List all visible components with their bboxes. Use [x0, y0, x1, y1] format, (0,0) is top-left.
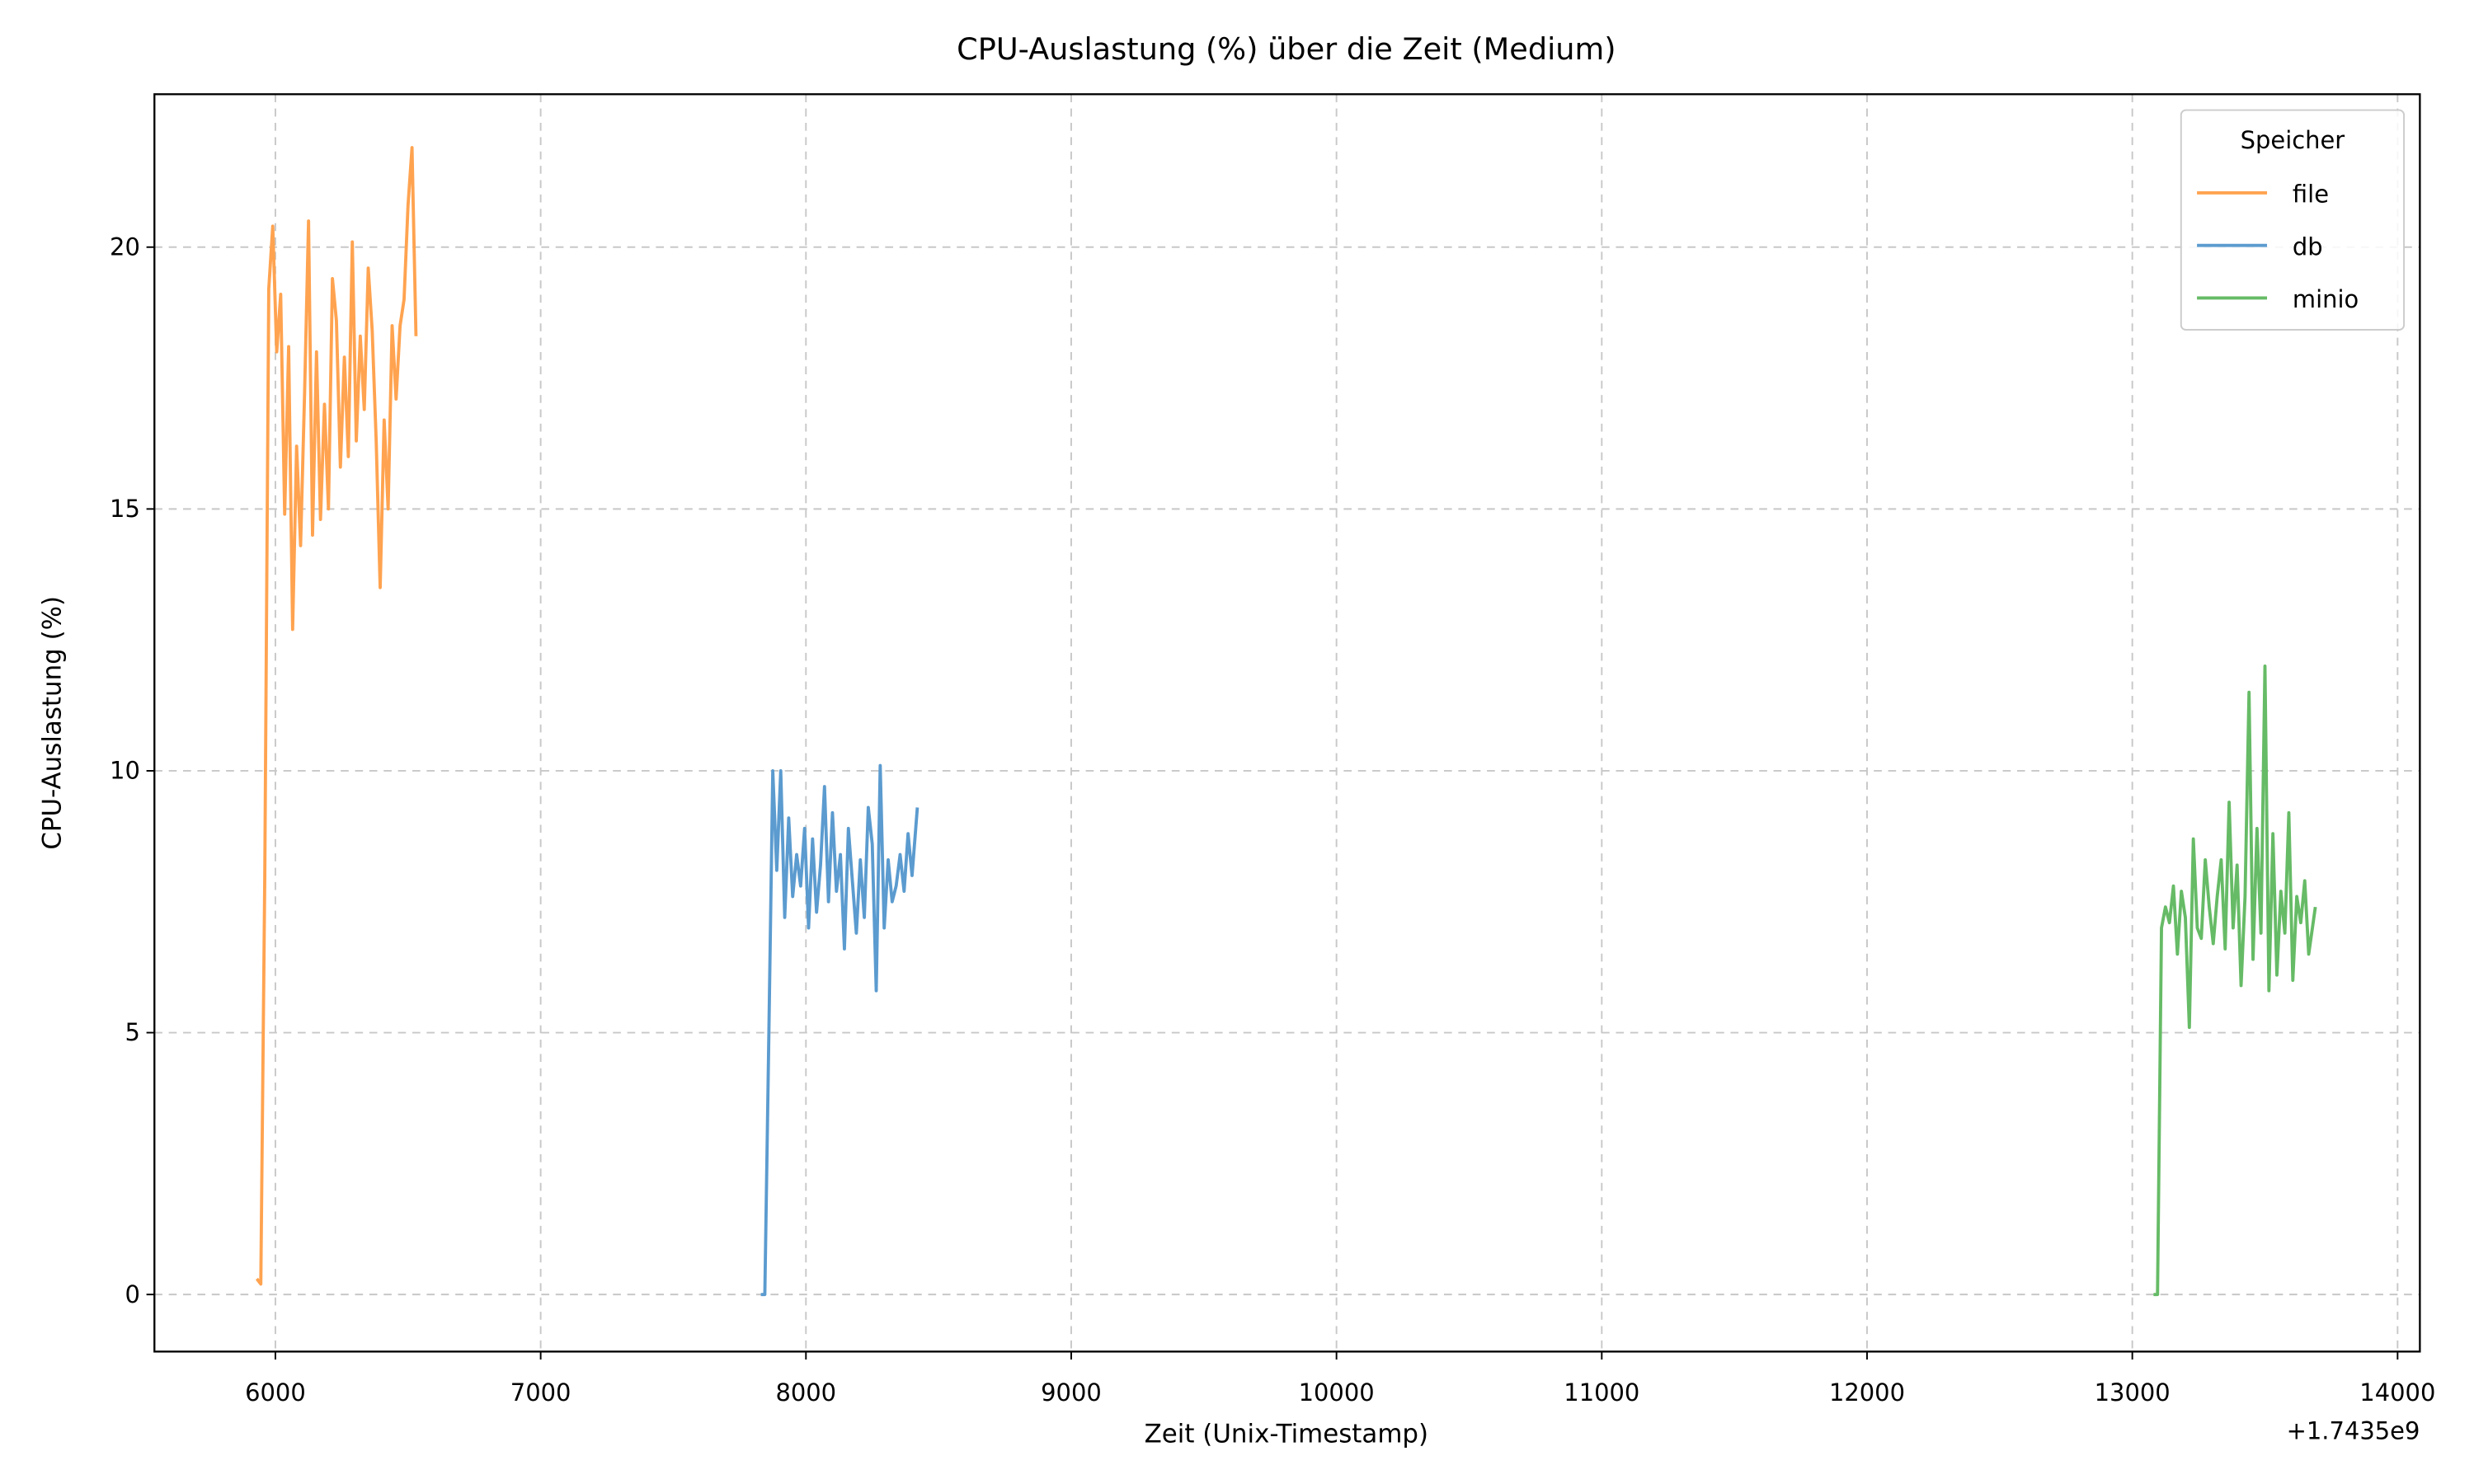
x-tick-label: 10000	[1299, 1378, 1375, 1407]
y-axis-label: CPU-Auslastung (%)	[37, 596, 67, 850]
x-tick-label: 9000	[1041, 1378, 1102, 1407]
data-line	[760, 763, 920, 1297]
x-axis-label: Zeit (Unix-Timestamp)	[1145, 1419, 1428, 1449]
legend-label: db	[2293, 232, 2323, 261]
x-tick-label: 12000	[1829, 1378, 1905, 1407]
x-tick-label: 8000	[775, 1378, 836, 1407]
y-tick-label: 20	[110, 232, 140, 261]
y-tick-label: 10	[110, 757, 140, 785]
x-tick-label: 11000	[1564, 1378, 1639, 1407]
y-tick-label: 0	[125, 1280, 139, 1308]
x-tick-label: 14000	[2359, 1378, 2435, 1407]
x-tick-label: 7000	[510, 1378, 571, 1407]
data-line	[2153, 664, 2317, 1297]
legend: Speicher file db minio	[2180, 109, 2406, 331]
y-tick-label: 15	[110, 495, 140, 523]
x-tick-label: 6000	[245, 1378, 306, 1407]
x-offset-label: +1.7435e9	[2287, 1417, 2420, 1445]
y-tick-label: 5	[125, 1018, 139, 1046]
legend-title: Speicher	[2241, 126, 2345, 154]
legend-label: minio	[2293, 285, 2359, 313]
legend-label: file	[2293, 181, 2329, 209]
data-line	[255, 146, 418, 1286]
x-tick-label: 13000	[2095, 1378, 2171, 1407]
chart-title: CPU-Auslastung (%) über die Zeit (Medium…	[957, 31, 1616, 67]
plot-frame	[153, 93, 2421, 1353]
legend-box	[2180, 109, 2406, 331]
grid	[154, 94, 2420, 1352]
plot-lines	[255, 146, 2317, 1297]
